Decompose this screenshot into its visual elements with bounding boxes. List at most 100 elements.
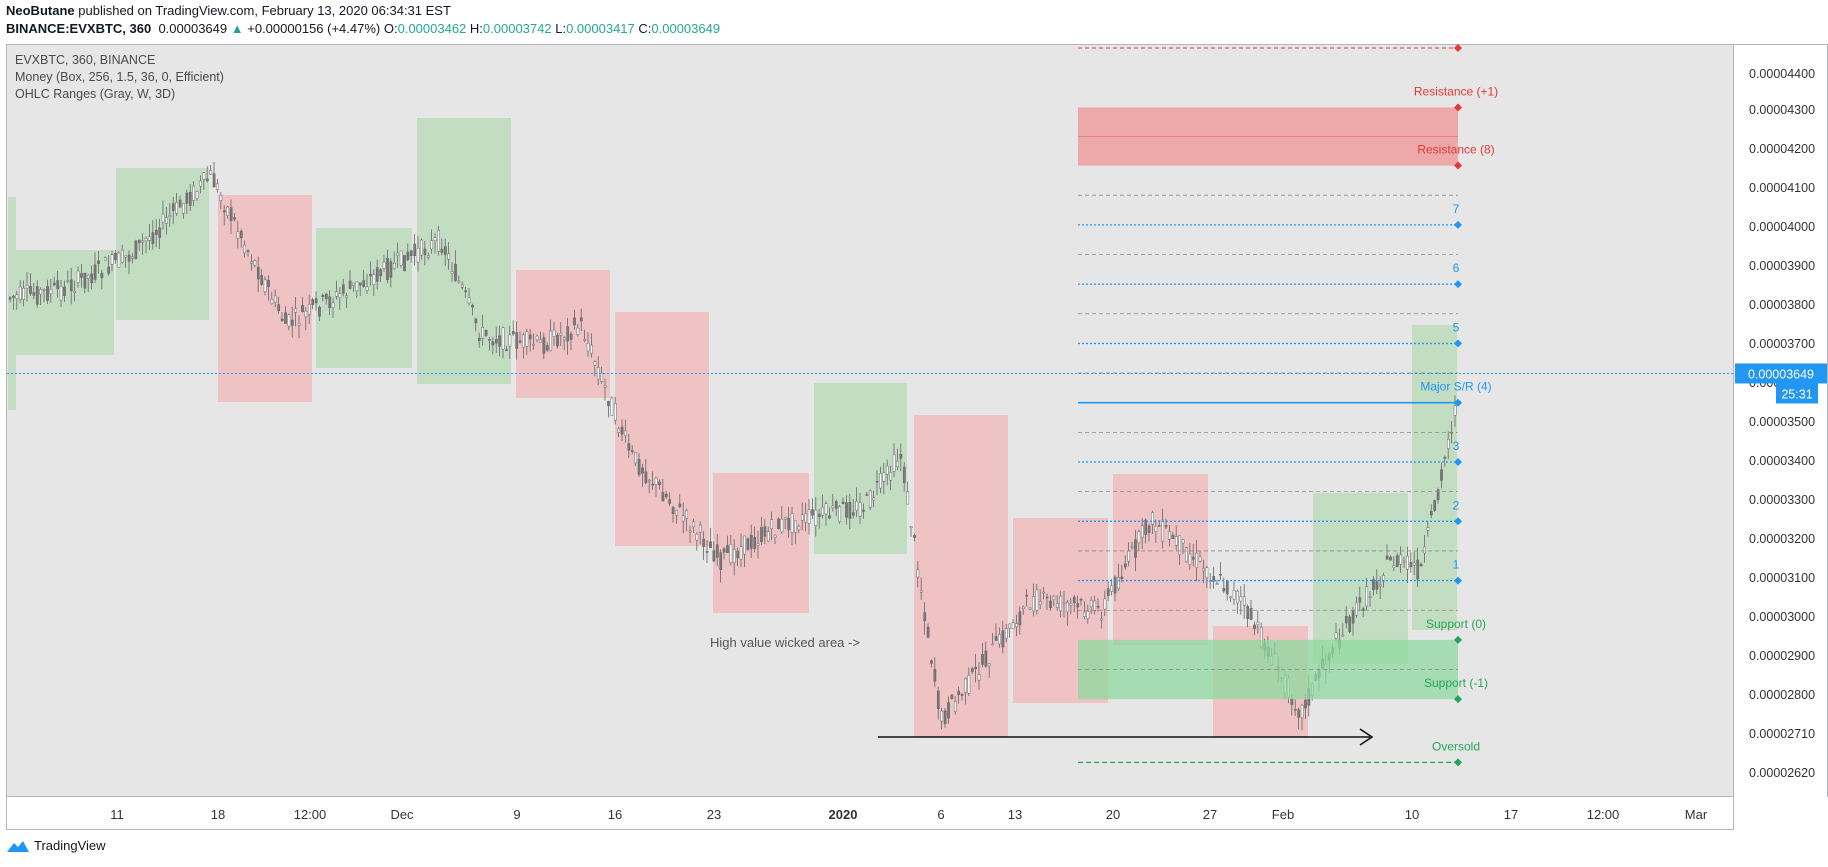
candle-body bbox=[263, 279, 267, 293]
candle-body bbox=[787, 517, 791, 531]
candle-body bbox=[736, 550, 740, 559]
candle-body bbox=[1083, 611, 1086, 617]
candle-body bbox=[824, 503, 828, 515]
candle-body bbox=[93, 264, 97, 280]
candle-body bbox=[12, 295, 15, 298]
candle-body bbox=[603, 385, 607, 388]
candle-body bbox=[505, 349, 508, 351]
legend-ohlc-ranges[interactable]: OHLC Ranges (Gray, W, 3D) bbox=[15, 87, 176, 101]
candle-body bbox=[919, 590, 923, 593]
x-tick-label: Mar bbox=[1685, 807, 1708, 822]
author-name: NeoButane bbox=[6, 3, 75, 18]
candle-body bbox=[964, 678, 967, 693]
candle-body bbox=[86, 274, 90, 279]
candle-body bbox=[372, 274, 376, 285]
candle-body bbox=[970, 668, 974, 673]
candle-body bbox=[688, 530, 692, 533]
candle-body bbox=[1453, 405, 1457, 416]
x-tick-label: 12:00 bbox=[294, 807, 327, 822]
candle-body bbox=[324, 293, 328, 300]
candle-body bbox=[518, 340, 522, 343]
candle-body bbox=[460, 284, 464, 288]
candle-body bbox=[1079, 598, 1083, 601]
countdown-label: 25:31 bbox=[1781, 387, 1812, 401]
candle-body bbox=[654, 477, 658, 485]
published-text: published on TradingView.com, February 1… bbox=[78, 3, 451, 18]
money-level-marker-3 bbox=[1454, 280, 1462, 289]
candle-body bbox=[331, 302, 335, 308]
candle-body bbox=[1018, 611, 1022, 626]
price-axis[interactable] bbox=[1734, 44, 1828, 797]
candle-body bbox=[732, 549, 736, 564]
money-level-label-11: Oversold bbox=[1432, 739, 1480, 753]
candle-body bbox=[746, 538, 750, 551]
candle-body bbox=[797, 526, 801, 531]
candle-body bbox=[358, 282, 362, 286]
candle-body bbox=[311, 299, 315, 305]
candle-body bbox=[474, 318, 478, 324]
candle-body bbox=[471, 304, 474, 308]
candle-body bbox=[753, 536, 757, 550]
candle-body bbox=[756, 543, 760, 546]
candle-body bbox=[202, 172, 206, 180]
x-tick-label: 18 bbox=[211, 807, 225, 822]
candle-body bbox=[1052, 596, 1056, 600]
candle-body bbox=[335, 291, 338, 297]
candle-body bbox=[127, 254, 131, 262]
candle-body bbox=[1426, 527, 1430, 531]
time-axis[interactable] bbox=[6, 797, 1734, 830]
candle-body bbox=[573, 317, 576, 326]
candle-body bbox=[936, 690, 940, 709]
candle-body bbox=[1151, 512, 1154, 525]
candle-body bbox=[1351, 610, 1355, 624]
candle-body bbox=[304, 310, 308, 318]
candle-body bbox=[256, 266, 260, 280]
candle-body bbox=[120, 250, 124, 263]
candle-body bbox=[848, 501, 852, 519]
candle-body bbox=[1049, 600, 1052, 609]
y-tick-label: 0.00002620 bbox=[1749, 766, 1815, 780]
candle-body bbox=[637, 459, 641, 475]
y-tick-label: 0.00003000 bbox=[1749, 610, 1815, 624]
change-up-icon: ▲ bbox=[230, 21, 244, 36]
candle-body bbox=[107, 266, 111, 274]
legend-symbol[interactable]: EVXBTC, 360, BINANCE bbox=[15, 53, 156, 67]
candle-body bbox=[1440, 469, 1443, 481]
candle-body bbox=[974, 666, 978, 670]
candle-body bbox=[511, 331, 515, 335]
candle-body bbox=[32, 292, 36, 296]
x-tick-label: 11 bbox=[110, 807, 124, 822]
candle-body bbox=[90, 273, 94, 284]
candle-body bbox=[828, 515, 831, 519]
candle-body bbox=[1225, 580, 1229, 595]
candle-body bbox=[222, 210, 226, 213]
candle-body bbox=[314, 298, 318, 304]
candle-body bbox=[25, 285, 29, 289]
candle-body bbox=[1188, 553, 1192, 565]
candle-body bbox=[161, 213, 165, 223]
candle-body bbox=[562, 337, 566, 341]
money-level-label-5: Major S/R (4) bbox=[1420, 380, 1491, 394]
range-box-5 bbox=[417, 118, 511, 384]
legend-money-indicator[interactable]: Money (Box, 256, 1.5, 36, 0, Efficient) bbox=[15, 70, 224, 84]
candle-body bbox=[1358, 597, 1362, 603]
candle-body bbox=[607, 401, 610, 406]
candle-body bbox=[1174, 536, 1178, 546]
candle-body bbox=[977, 674, 981, 681]
y-tick-label: 0.00002900 bbox=[1749, 649, 1815, 663]
candle-body bbox=[930, 660, 933, 664]
candle-body bbox=[1025, 594, 1029, 597]
candle-body bbox=[882, 472, 886, 482]
candle-body bbox=[73, 290, 77, 293]
candle-body bbox=[658, 481, 661, 486]
candle-body bbox=[144, 238, 148, 242]
candle-body bbox=[644, 471, 648, 484]
candle-body bbox=[481, 327, 485, 339]
candle-body bbox=[399, 250, 403, 266]
candle-body bbox=[923, 612, 927, 622]
candle-body bbox=[766, 531, 770, 542]
candle-body bbox=[1348, 616, 1352, 633]
candle-body bbox=[998, 634, 1001, 645]
candle-body bbox=[780, 518, 784, 533]
